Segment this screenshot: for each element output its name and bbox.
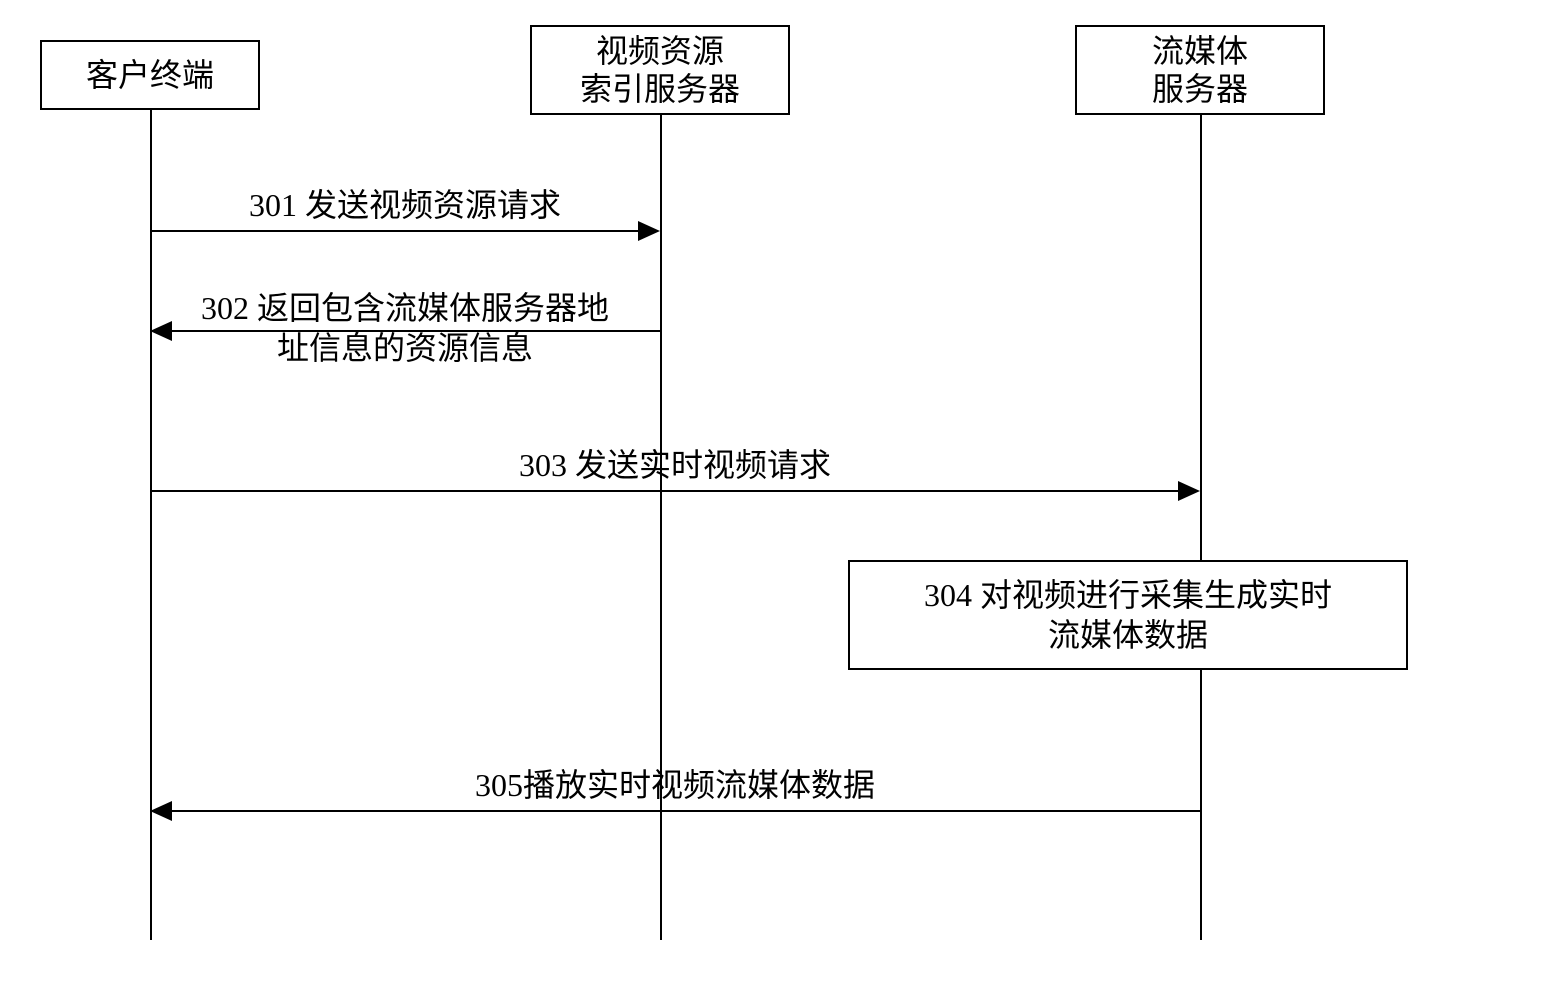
lifeline: [1200, 115, 1202, 940]
sequence-diagram: 301 发送视频资源请求 302 返回包含流媒体服务器地 址信息的资源信息 303 …: [0, 20, 1563, 962]
lifeline: [660, 115, 662, 940]
participant-box: 客户终端: [40, 40, 260, 110]
message-label: 303 发送实时视频请求: [150, 445, 1200, 485]
message-arrow: [171, 810, 1200, 812]
message-label: 301 发送视频资源请求: [150, 185, 660, 225]
message-arrow: [150, 490, 1179, 492]
message-label: 302 返回包含流媒体服务器地 址信息的资源信息: [150, 288, 660, 368]
message-label: 305播放实时视频流媒体数据: [150, 765, 1200, 805]
participant-box: 视频资源 索引服务器: [530, 25, 790, 115]
message-arrow: [150, 230, 639, 232]
step-box: 304 对视频进行采集生成实时 流媒体数据: [848, 560, 1408, 670]
participant-box: 流媒体 服务器: [1075, 25, 1325, 115]
